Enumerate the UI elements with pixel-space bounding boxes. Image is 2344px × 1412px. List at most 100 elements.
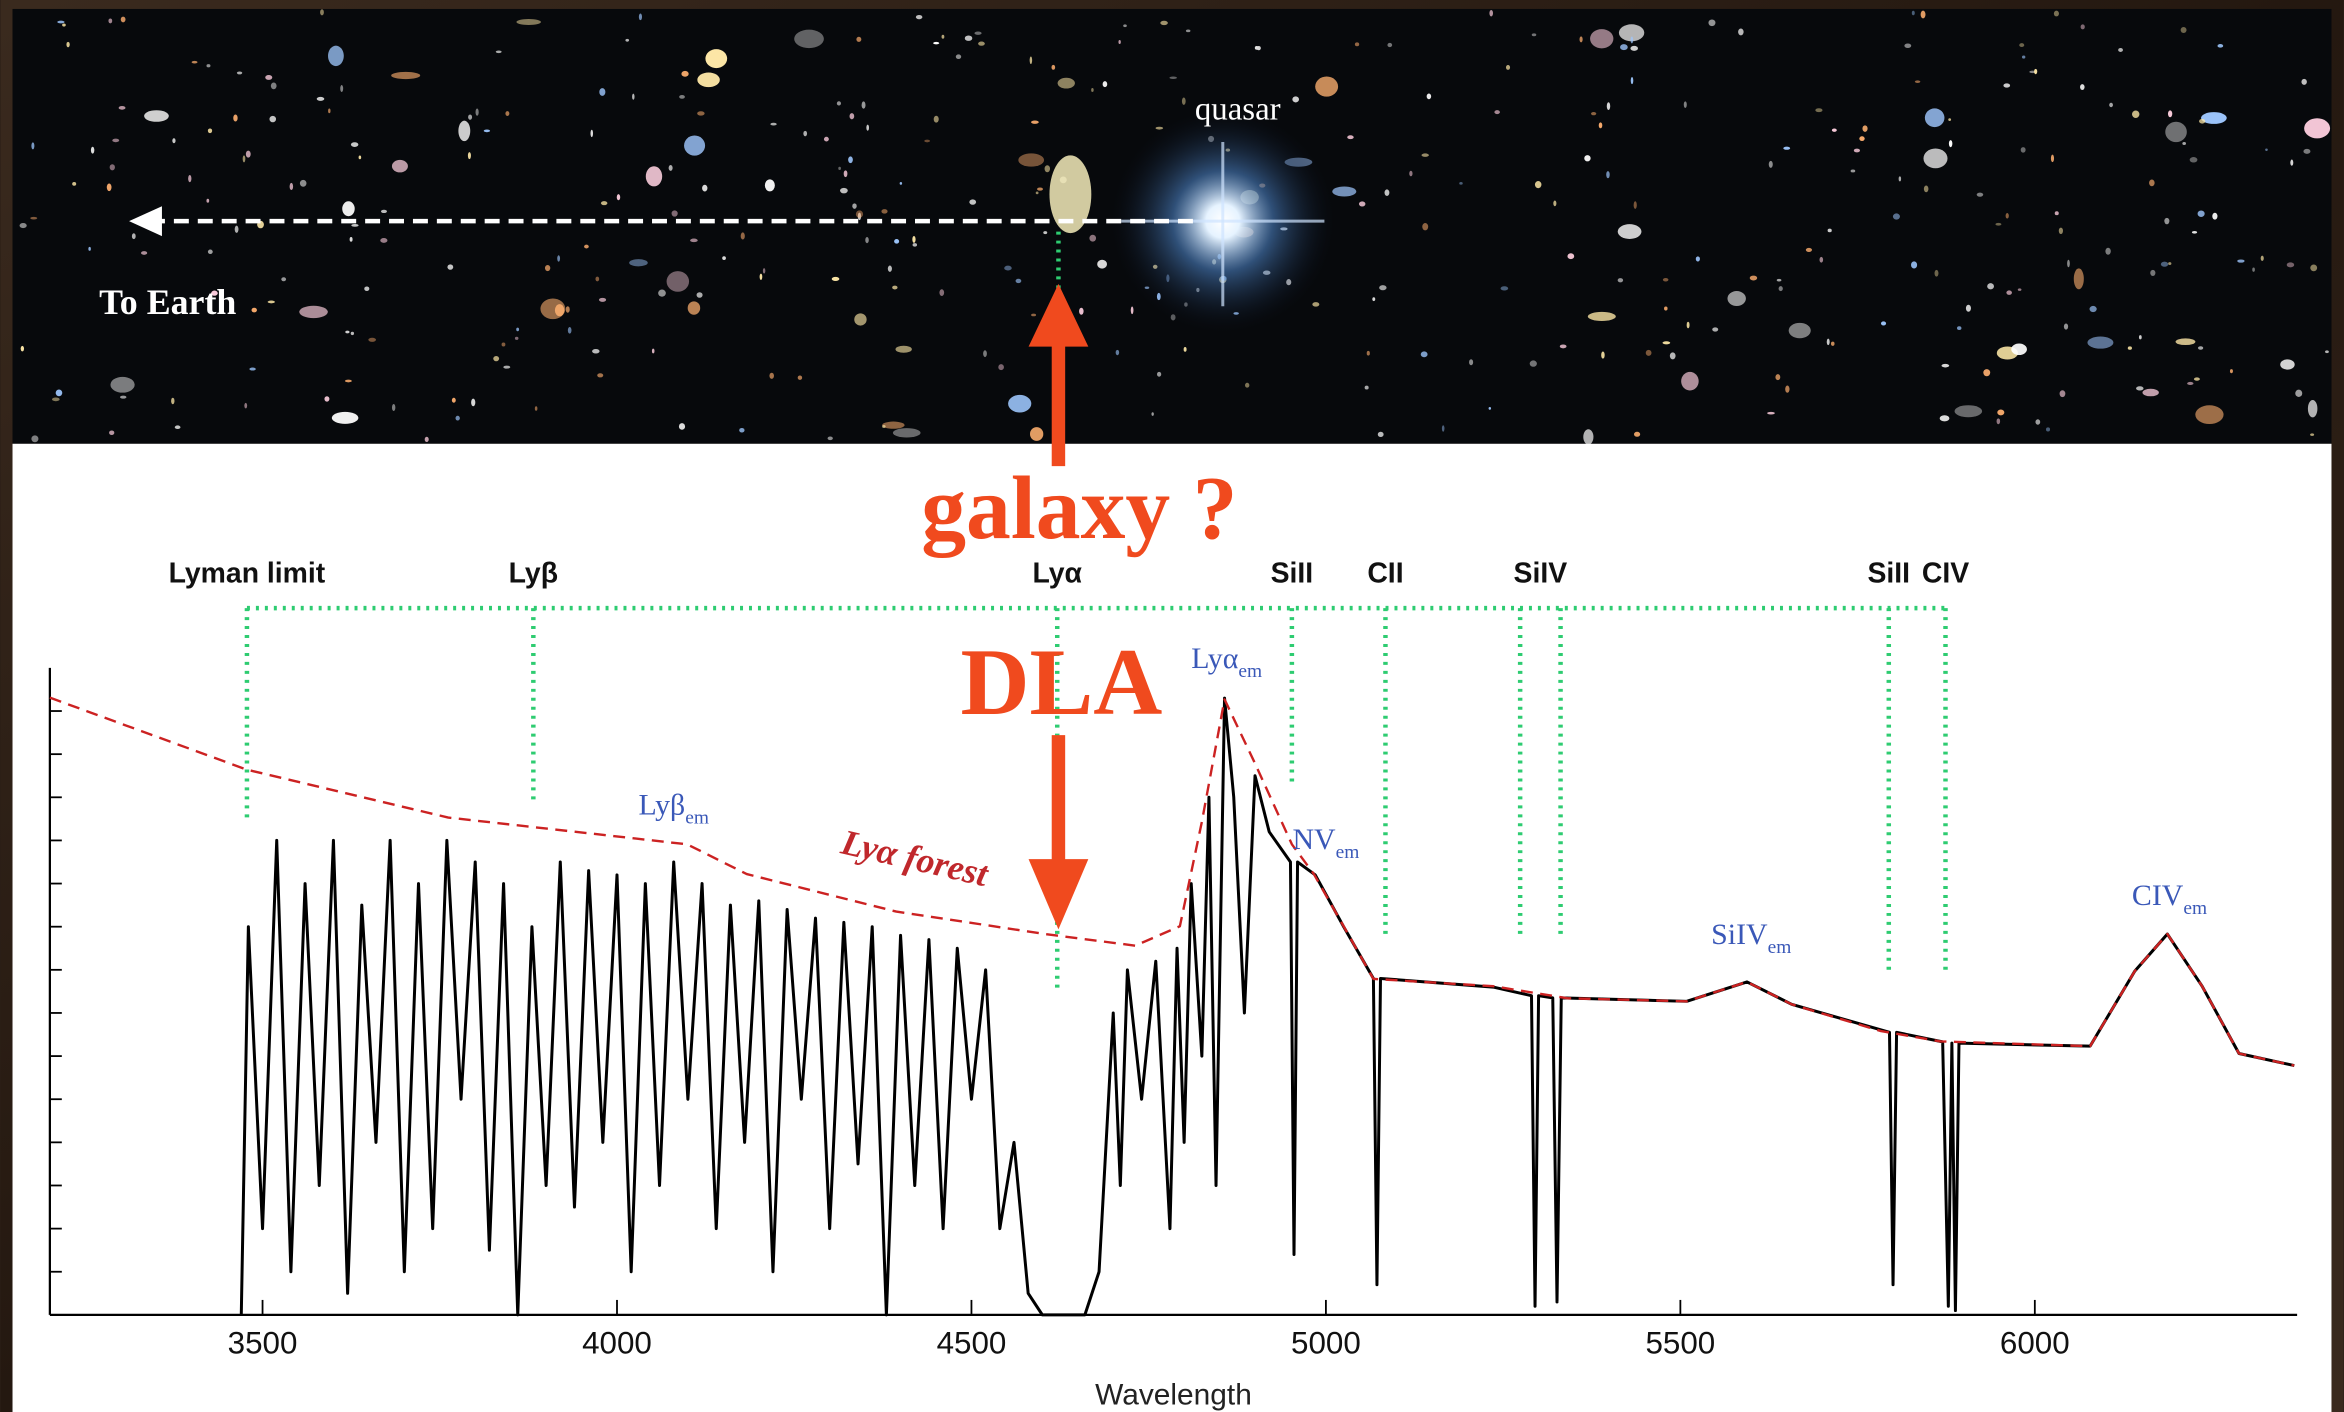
star bbox=[1409, 171, 1412, 176]
star bbox=[697, 73, 719, 88]
star bbox=[516, 328, 519, 332]
star bbox=[895, 346, 911, 353]
star bbox=[57, 21, 64, 24]
star bbox=[252, 308, 257, 313]
star bbox=[2046, 427, 2050, 431]
star bbox=[208, 250, 213, 254]
star bbox=[1588, 312, 1616, 321]
star bbox=[2149, 179, 2155, 186]
star bbox=[684, 135, 705, 155]
star bbox=[20, 223, 27, 228]
star bbox=[2287, 262, 2294, 267]
x-tick-label: 5000 bbox=[1291, 1326, 1361, 1361]
star bbox=[471, 399, 475, 407]
star bbox=[206, 199, 209, 203]
star bbox=[493, 356, 499, 361]
star bbox=[1442, 425, 1445, 431]
star bbox=[1789, 323, 1811, 338]
x-tick-label: 4500 bbox=[937, 1326, 1007, 1361]
star bbox=[340, 85, 343, 92]
star bbox=[1767, 412, 1775, 415]
star bbox=[1904, 43, 1911, 48]
star bbox=[1186, 30, 1191, 33]
star bbox=[1915, 80, 1920, 83]
star bbox=[1607, 102, 1610, 110]
line-marker-label: Lyman limit bbox=[169, 558, 326, 590]
star bbox=[1160, 21, 1168, 25]
star bbox=[1379, 285, 1386, 290]
star bbox=[351, 224, 358, 227]
star bbox=[1036, 191, 1039, 194]
star bbox=[584, 245, 589, 249]
emission-sub: em bbox=[1238, 661, 1262, 682]
star bbox=[2295, 390, 2302, 397]
star bbox=[1851, 170, 1856, 173]
star bbox=[679, 95, 685, 99]
star bbox=[458, 121, 470, 141]
star bbox=[2128, 346, 2132, 349]
star bbox=[1881, 321, 1886, 325]
star bbox=[2198, 346, 2203, 349]
star bbox=[2192, 231, 2197, 234]
star bbox=[1618, 224, 1642, 239]
star bbox=[1045, 165, 1050, 172]
star bbox=[557, 255, 560, 261]
star bbox=[392, 404, 395, 411]
star bbox=[56, 390, 63, 397]
star bbox=[505, 111, 509, 116]
star bbox=[803, 131, 807, 136]
star bbox=[1506, 65, 1510, 70]
star bbox=[1459, 182, 1462, 185]
star bbox=[1899, 176, 1901, 181]
star bbox=[1030, 57, 1032, 65]
star bbox=[1924, 185, 1929, 192]
star bbox=[425, 437, 429, 442]
star bbox=[1031, 121, 1039, 124]
x-tick-label: 6000 bbox=[2000, 1326, 2070, 1361]
star bbox=[52, 397, 60, 401]
star bbox=[893, 428, 921, 437]
star bbox=[1806, 248, 1812, 252]
star bbox=[109, 430, 114, 435]
star bbox=[1365, 386, 1369, 390]
star bbox=[1911, 261, 1917, 268]
star bbox=[271, 83, 277, 90]
star bbox=[1489, 10, 1493, 16]
star bbox=[1940, 415, 1950, 421]
star bbox=[1118, 40, 1120, 44]
star bbox=[1893, 213, 1900, 219]
star bbox=[2280, 359, 2294, 369]
star bbox=[1949, 140, 1952, 147]
star bbox=[1620, 44, 1628, 50]
star bbox=[1312, 302, 1319, 306]
star bbox=[599, 88, 605, 96]
star bbox=[844, 170, 848, 177]
star bbox=[933, 42, 939, 45]
star bbox=[916, 15, 922, 19]
star bbox=[1859, 136, 1864, 141]
star bbox=[1687, 322, 1690, 329]
star bbox=[1820, 257, 1824, 263]
star bbox=[854, 313, 866, 325]
star bbox=[1257, 46, 1261, 50]
star bbox=[566, 306, 570, 313]
star bbox=[939, 289, 944, 296]
star bbox=[866, 125, 869, 131]
star bbox=[983, 350, 987, 357]
star bbox=[1422, 223, 1428, 230]
star bbox=[540, 298, 565, 319]
star bbox=[2090, 306, 2097, 312]
star bbox=[1378, 432, 1384, 437]
star bbox=[2195, 405, 2223, 424]
star bbox=[1131, 306, 1134, 314]
star bbox=[332, 412, 359, 424]
star bbox=[1664, 307, 1668, 311]
star bbox=[2168, 262, 2171, 265]
star bbox=[290, 183, 294, 190]
star bbox=[2018, 288, 2022, 291]
star bbox=[2325, 350, 2329, 353]
star bbox=[1775, 374, 1780, 380]
star bbox=[1030, 427, 1043, 441]
star bbox=[1827, 339, 1830, 345]
star bbox=[2261, 256, 2264, 261]
